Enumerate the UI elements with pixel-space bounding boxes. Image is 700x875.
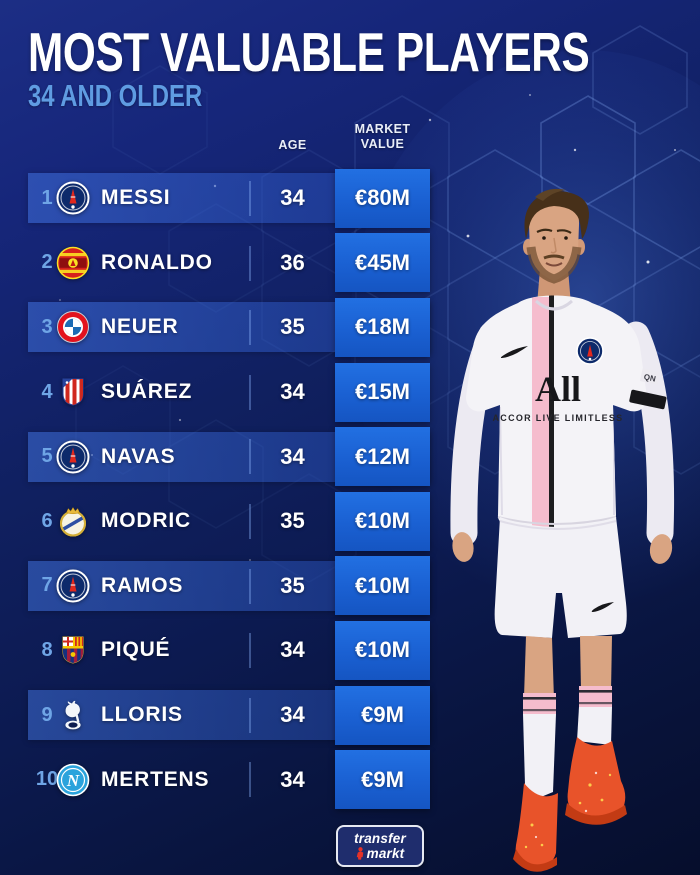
player-name: RAMOS [101, 573, 184, 597]
table-row: 10 N MERTENS 34 €9M [0, 747, 440, 812]
player-name: PIQUÉ [101, 638, 171, 662]
rank-label: 9 [41, 703, 53, 726]
market-value-badge: €10M [335, 556, 430, 616]
club-badge-real-madrid-icon [56, 504, 90, 538]
player-photo-messi: QN All ACCOR LIVE LIMITLESS [450, 188, 675, 872]
market-value-text: €18M [354, 314, 411, 340]
column-divider [249, 181, 251, 216]
column-divider [249, 568, 251, 604]
rank-label: 4 [41, 380, 53, 403]
market-value-text: €9M [361, 702, 404, 728]
player-name: LLORIS [101, 703, 183, 727]
jersey-sponsor-text: All [535, 369, 581, 409]
column-header-age: AGE [278, 138, 307, 152]
player-name: SUÁREZ [101, 380, 193, 404]
age-value: 35 [280, 572, 305, 598]
player-name: NEUER [101, 315, 179, 339]
rank-label: 1 [41, 186, 53, 209]
page-subtitle: 34 AND OLDER [28, 78, 203, 113]
table-row: 6 MODRIC 35 €10M [0, 489, 440, 554]
market-value-badge: €9M [335, 750, 430, 810]
age-value: 34 [280, 702, 305, 728]
table-row: 3 NEUER 35 €18M [0, 295, 440, 360]
column-divider [249, 310, 251, 346]
player-name: MESSI [101, 186, 171, 210]
brand-line1: transfer [354, 831, 406, 846]
table-row: 1 MESSI 34 €80M [0, 166, 440, 231]
age-value: 34 [280, 379, 305, 405]
table-row: 2 RONALDO 36 €45M [0, 231, 440, 296]
column-divider [249, 374, 251, 410]
table-row: 5 NAVAS 34 €12M [0, 424, 440, 489]
brand-line2: markt [366, 846, 405, 861]
table-row: 7 RAMOS 35 €10M [0, 554, 440, 619]
column-divider [249, 503, 251, 539]
market-value-text: €10M [354, 637, 411, 663]
column-divider [249, 762, 251, 798]
market-value-badge: €10M [335, 491, 430, 551]
column-header-market-value: MARKET VALUE [335, 122, 430, 151]
market-value-badge: €80M [335, 168, 430, 228]
age-value: 35 [280, 508, 305, 534]
column-header-market-line1: MARKET [354, 122, 411, 136]
club-badge-barcelona-icon [56, 633, 90, 667]
rank-label: 6 [41, 509, 53, 532]
club-badge-napoli-icon: N [56, 763, 90, 797]
market-value-text: €45M [354, 249, 411, 275]
age-value: 34 [280, 637, 305, 663]
napoli-letter: N [66, 771, 80, 790]
rank-label: 5 [41, 445, 53, 468]
age-value: 34 [280, 443, 305, 469]
club-badge-manchester-united-icon [56, 246, 90, 280]
market-value-badge: €18M [335, 297, 430, 357]
age-value: 36 [280, 249, 305, 275]
page-title: MOST VALUABLE PLAYERS [28, 21, 590, 83]
rank-label: 7 [41, 574, 53, 597]
column-divider [249, 633, 251, 669]
market-value-text: €15M [354, 379, 411, 405]
market-value-text: €10M [354, 572, 411, 598]
transfermarkt-logo: transfer markt [336, 825, 424, 867]
player-name: RONALDO [101, 250, 213, 274]
column-divider [249, 439, 251, 475]
column-header-market-line2: VALUE [360, 136, 405, 151]
club-badge-bayern-munich-icon [56, 310, 90, 344]
rank-label: 8 [41, 638, 53, 661]
player-name: MERTENS [101, 767, 210, 791]
club-badge-psg-icon [56, 440, 90, 474]
club-badge-tottenham-icon [56, 698, 90, 732]
table-row: 9 LLORIS 34 €9M [0, 683, 440, 748]
market-value-badge: €10M [335, 620, 430, 680]
sleeve-patch-text: QN [643, 372, 657, 383]
club-badge-psg-icon [56, 181, 90, 215]
market-value-text: €12M [354, 443, 411, 469]
ranking-table: 1 MESSI 34 €80M 2 RONALDO 36 €45M 3 [0, 166, 440, 812]
table-row: 4 SUÁREZ 34 €15M [0, 360, 440, 425]
age-value: 34 [280, 766, 305, 792]
market-value-badge: €9M [335, 685, 430, 745]
age-value: 35 [280, 314, 305, 340]
market-value-text: €80M [354, 185, 411, 211]
club-badge-psg-icon [56, 569, 90, 603]
rank-label: 10 [35, 768, 59, 791]
jersey-subtext: ACCOR LIVE LIMITLESS [492, 413, 623, 423]
market-value-text: €9M [361, 766, 404, 792]
market-value-text: €10M [354, 508, 411, 534]
rank-label: 2 [41, 251, 53, 274]
column-divider [249, 245, 251, 281]
player-name: MODRIC [101, 509, 191, 533]
market-value-badge: €12M [335, 427, 430, 487]
age-value: 34 [280, 185, 305, 211]
market-value-badge: €15M [335, 362, 430, 422]
club-badge-atletico-madrid-icon [56, 375, 90, 409]
transfermarkt-figure-icon [356, 847, 363, 860]
market-value-badge: €45M [335, 233, 430, 293]
table-row: 8 PIQUÉ 34 €10M [0, 618, 440, 683]
player-name: NAVAS [101, 444, 176, 468]
rank-label: 3 [41, 315, 53, 338]
column-divider [249, 697, 251, 733]
